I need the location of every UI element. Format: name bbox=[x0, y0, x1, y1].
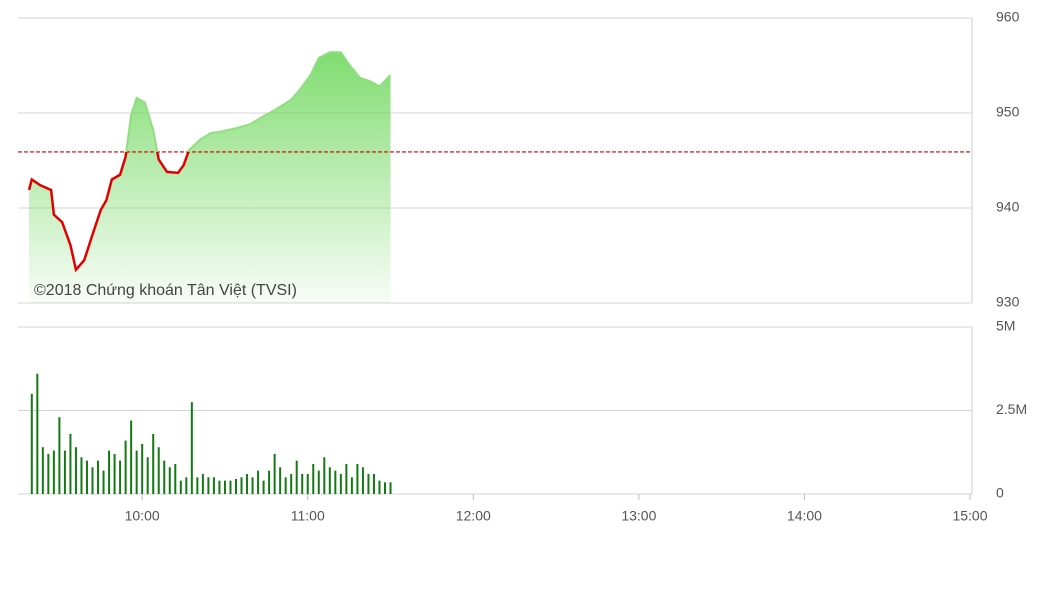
x-tick-label: 15:00 bbox=[952, 508, 987, 524]
volume-bar bbox=[384, 482, 387, 494]
volume-bar bbox=[135, 450, 138, 494]
volume-bar bbox=[124, 440, 127, 494]
volume-bar bbox=[74, 447, 77, 494]
volume-bar bbox=[389, 482, 392, 494]
volume-bar bbox=[80, 457, 83, 494]
y-tick-label: 960 bbox=[996, 9, 1020, 25]
x-tick-label: 11:00 bbox=[291, 508, 325, 524]
volume-bar bbox=[196, 477, 199, 494]
volume-bar bbox=[141, 443, 144, 494]
volume-bar bbox=[279, 467, 282, 494]
volume-bar bbox=[234, 478, 237, 494]
volume-bar bbox=[290, 473, 293, 494]
volume-bar bbox=[190, 402, 193, 494]
volume-bar bbox=[350, 477, 353, 494]
volume-bar bbox=[334, 470, 337, 494]
volume-bar bbox=[306, 473, 309, 494]
y-tick-label: 950 bbox=[996, 104, 1020, 120]
volume-bar bbox=[157, 447, 160, 494]
volume-bar bbox=[91, 467, 94, 494]
volume-bar bbox=[378, 480, 381, 494]
volume-bar bbox=[179, 480, 182, 494]
price-line-below bbox=[27, 151, 190, 273]
volume-bar bbox=[85, 460, 88, 494]
volume-bar bbox=[207, 477, 210, 494]
x-tick-label: 10:00 bbox=[125, 508, 160, 524]
volume-bar bbox=[36, 373, 39, 494]
volume-bar bbox=[119, 460, 122, 494]
volume-bar bbox=[97, 460, 100, 494]
y-tick-label: 5M bbox=[996, 318, 1015, 334]
volume-bar bbox=[345, 463, 348, 494]
volume-bar bbox=[328, 467, 331, 494]
y-tick-label: 930 bbox=[996, 294, 1020, 310]
volume-bar bbox=[201, 473, 204, 494]
volume-bar bbox=[52, 450, 55, 494]
volume-bar bbox=[268, 470, 271, 494]
volume-bar bbox=[108, 450, 111, 494]
volume-bar bbox=[301, 473, 304, 494]
volume-bar bbox=[102, 470, 105, 494]
volume-bar bbox=[356, 463, 359, 494]
volume-bar bbox=[223, 480, 226, 494]
x-tick-label: 14:00 bbox=[787, 508, 822, 524]
volume-bar bbox=[251, 477, 254, 494]
volume-bar bbox=[69, 433, 72, 494]
volume-bar bbox=[168, 467, 171, 494]
volume-bar bbox=[339, 473, 342, 494]
volume-bar bbox=[367, 473, 370, 494]
volume-bar bbox=[361, 467, 364, 494]
volume-bar bbox=[41, 447, 44, 494]
y-tick-label: 0 bbox=[996, 485, 1004, 501]
volume-bar bbox=[284, 477, 287, 494]
volume-bar bbox=[163, 460, 166, 494]
price-line-above bbox=[125, 51, 392, 152]
price-area bbox=[29, 52, 391, 304]
volume-bar bbox=[240, 477, 243, 494]
y-tick-label: 2.5M bbox=[996, 401, 1027, 417]
x-tick-label: 12:00 bbox=[456, 508, 491, 524]
volume-bar bbox=[317, 470, 320, 494]
volume-bar bbox=[47, 453, 50, 494]
volume-bar bbox=[63, 450, 66, 494]
volume-bar bbox=[273, 453, 276, 494]
volume-bar bbox=[113, 453, 116, 494]
volume-bar bbox=[257, 470, 260, 494]
volume-bar bbox=[229, 480, 232, 494]
volume-bar bbox=[146, 457, 149, 494]
volume-bar bbox=[295, 460, 298, 494]
volume-bar bbox=[246, 473, 249, 494]
volume-bar bbox=[312, 463, 315, 494]
volume-bar bbox=[130, 420, 133, 494]
volume-bar bbox=[185, 477, 188, 494]
volume-bar bbox=[372, 473, 375, 494]
volume-bar bbox=[212, 477, 215, 494]
volume-bar bbox=[323, 457, 326, 494]
volume-bar bbox=[30, 393, 33, 494]
volume-bar bbox=[152, 433, 155, 494]
watermark: ©2018 Chứng khoán Tân Việt (TVSI) bbox=[34, 282, 297, 299]
y-tick-label: 940 bbox=[996, 199, 1020, 215]
volume-bar bbox=[58, 417, 61, 494]
volume-bar bbox=[218, 480, 221, 494]
x-tick-label: 13:00 bbox=[621, 508, 656, 524]
volume-bar bbox=[174, 463, 177, 494]
volume-bar bbox=[262, 480, 265, 494]
